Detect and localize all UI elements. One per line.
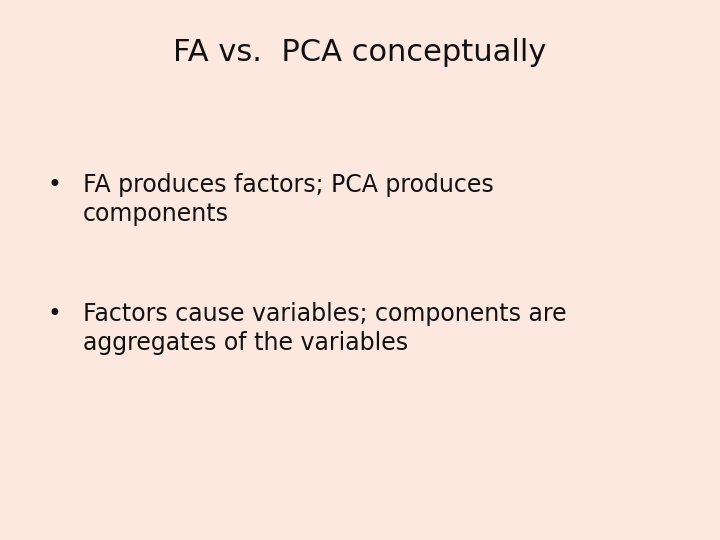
Text: Factors cause variables; components are
aggregates of the variables: Factors cause variables; components are … (83, 302, 567, 355)
Text: •: • (47, 173, 61, 197)
Text: FA produces factors; PCA produces
components: FA produces factors; PCA produces compon… (83, 173, 493, 226)
Text: •: • (47, 302, 61, 326)
Text: FA vs.  PCA conceptually: FA vs. PCA conceptually (174, 38, 546, 67)
